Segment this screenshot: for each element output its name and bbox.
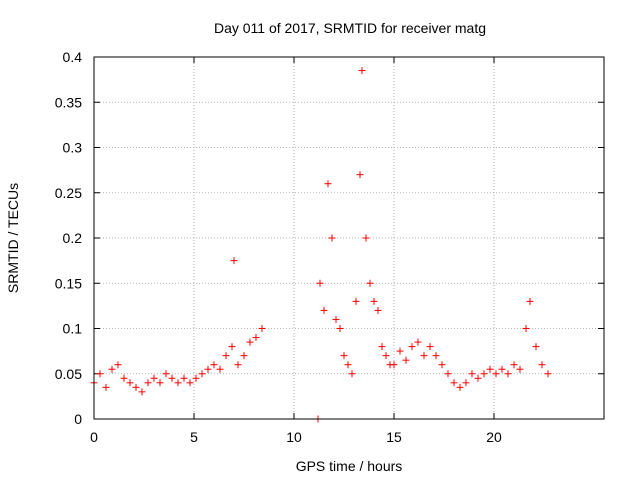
data-point (344, 361, 352, 369)
data-point (246, 338, 254, 346)
data-point (168, 374, 176, 382)
data-point (316, 279, 324, 287)
data-point (126, 379, 134, 387)
data-point (510, 361, 518, 369)
data-point (374, 306, 382, 314)
y-tick-label: 0.3 (63, 140, 83, 156)
data-point (450, 379, 458, 387)
data-point (192, 374, 200, 382)
data-point (150, 374, 158, 382)
data-point (532, 343, 540, 351)
y-tick-label: 0.2 (63, 230, 83, 246)
data-point (402, 356, 410, 364)
data-point (474, 374, 482, 382)
data-point (340, 352, 348, 360)
data-point (120, 374, 128, 382)
data-point (516, 365, 524, 373)
data-point (544, 370, 552, 378)
data-point (526, 297, 534, 305)
axis-ticks: 0 5 10 15 20 0 0.05 0.1 0.15 0.2 0.25 0.3 0.35 0.4 (55, 49, 604, 445)
data-point (328, 234, 336, 242)
data-point (222, 352, 230, 360)
data-point (186, 379, 194, 387)
data-point (370, 297, 378, 305)
data-point (480, 370, 488, 378)
data-point (252, 334, 260, 342)
data-point (204, 365, 212, 373)
data-point (462, 379, 470, 387)
data-point (96, 370, 104, 378)
data-point (348, 370, 356, 378)
data-point (156, 379, 164, 387)
x-tick-label: 10 (286, 429, 302, 445)
data-point (456, 383, 464, 391)
x-tick-label: 15 (386, 429, 402, 445)
y-tick-label: 0.1 (63, 321, 83, 337)
data-point (234, 361, 242, 369)
data-point (336, 325, 344, 332)
data-point (378, 343, 386, 351)
data-point (356, 171, 364, 179)
data-point (498, 365, 506, 373)
data-point (426, 343, 434, 351)
data-point (210, 361, 218, 369)
data-point (132, 383, 140, 391)
y-axis-label: SRMTID / TECUs (5, 183, 21, 293)
data-point (414, 338, 422, 346)
data-point (198, 370, 206, 378)
x-tick-label: 5 (190, 429, 198, 445)
data-point (108, 365, 116, 373)
data-point (396, 347, 404, 355)
data-point (432, 352, 440, 360)
data-point (332, 315, 340, 323)
x-tick-label: 20 (486, 429, 502, 445)
data-point (228, 343, 236, 351)
chart-title: Day 011 of 2017, SRMTID for receiver mat… (214, 20, 486, 36)
data-point (468, 370, 476, 378)
y-tick-label: 0 (74, 411, 82, 427)
data-point (102, 383, 110, 391)
data-point (216, 365, 224, 373)
data-point (504, 370, 512, 378)
data-point (438, 361, 446, 369)
data-point (324, 180, 332, 188)
data-point (230, 257, 238, 265)
y-tick-label: 0.15 (55, 275, 82, 291)
data-points (90, 67, 552, 423)
data-point (522, 325, 530, 332)
data-point (408, 343, 416, 351)
data-point (352, 297, 360, 305)
data-point (382, 352, 390, 360)
data-point (486, 365, 494, 373)
data-point (240, 352, 248, 360)
data-point (358, 67, 366, 75)
y-tick-label: 0.4 (63, 49, 83, 65)
y-tick-label: 0.05 (55, 366, 82, 382)
x-axis-label: GPS time / hours (296, 458, 403, 474)
data-point (144, 379, 152, 387)
data-point (538, 361, 546, 369)
data-point (180, 374, 188, 382)
data-point (174, 379, 182, 387)
plot-frame (93, 56, 605, 420)
x-tick-label: 0 (90, 429, 98, 445)
data-point (320, 306, 328, 314)
data-point (492, 370, 500, 378)
data-point (258, 325, 266, 332)
data-point (362, 234, 370, 242)
data-point (390, 361, 398, 369)
data-point (162, 370, 170, 378)
data-point (138, 388, 146, 396)
data-point (420, 352, 428, 360)
y-tick-label: 0.35 (55, 94, 82, 110)
data-point (114, 361, 122, 369)
data-point (366, 279, 374, 287)
data-point (444, 370, 452, 378)
y-tick-label: 0.25 (55, 185, 82, 201)
